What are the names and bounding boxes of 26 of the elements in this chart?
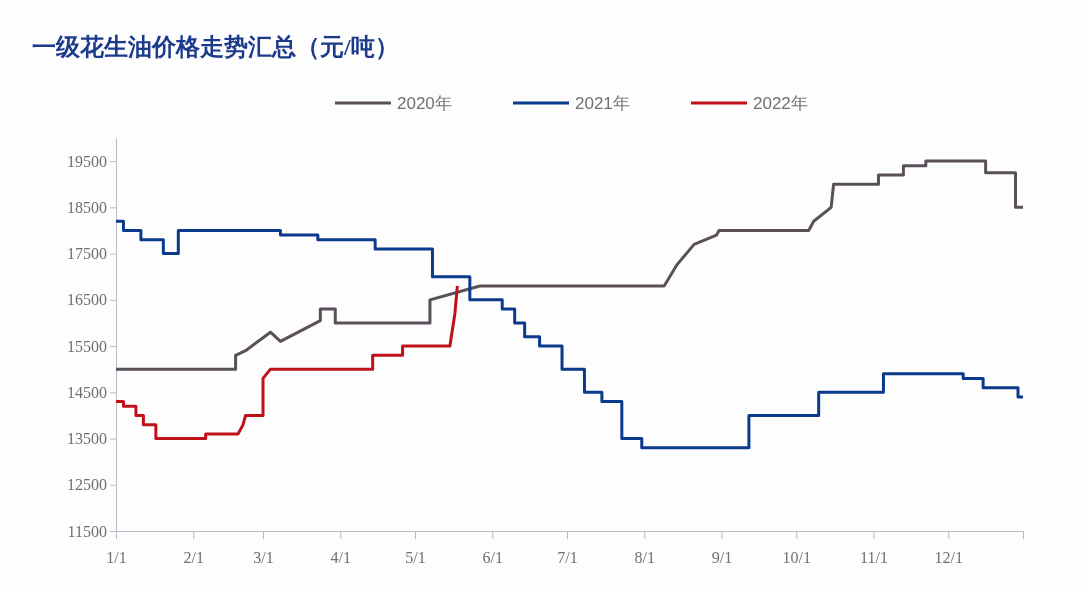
x-tick-label: 2/1	[183, 548, 204, 566]
y-tick-label: 12500	[67, 476, 107, 494]
y-tick-label: 18500	[67, 198, 107, 216]
x-tick-label: 7/1	[557, 548, 578, 566]
y-tick-label: 15500	[67, 337, 107, 355]
legend-label: 2022年	[753, 94, 808, 113]
x-tick-label: 1/1	[106, 548, 127, 566]
y-tick-label: 14500	[67, 383, 107, 401]
line-series	[114, 284, 459, 441]
x-tick-label: 11/1	[860, 548, 888, 566]
x-tick-label: 9/1	[711, 548, 733, 566]
chart-title: 一级花生油价格走势汇总（元/吨）	[32, 34, 399, 60]
y-tick-label: 19500	[67, 152, 107, 170]
x-tick-label: 5/1	[405, 548, 426, 566]
x-tick-label: 4/1	[330, 548, 351, 566]
y-tick-label: 17500	[67, 245, 107, 263]
legend-label: 2021年	[575, 94, 630, 113]
y-tick-label: 16500	[67, 291, 107, 309]
y-tick-label: 11500	[67, 522, 107, 540]
x-tick-label: 10/1	[782, 548, 811, 566]
x-tick-label: 8/1	[634, 548, 655, 566]
legend-label: 2020年	[397, 94, 452, 113]
x-tick-label: 3/1	[253, 548, 274, 566]
y-tick-label: 13500	[67, 430, 107, 448]
x-tick-label: 12/1	[934, 548, 963, 566]
x-tick-label: 6/1	[482, 548, 503, 566]
